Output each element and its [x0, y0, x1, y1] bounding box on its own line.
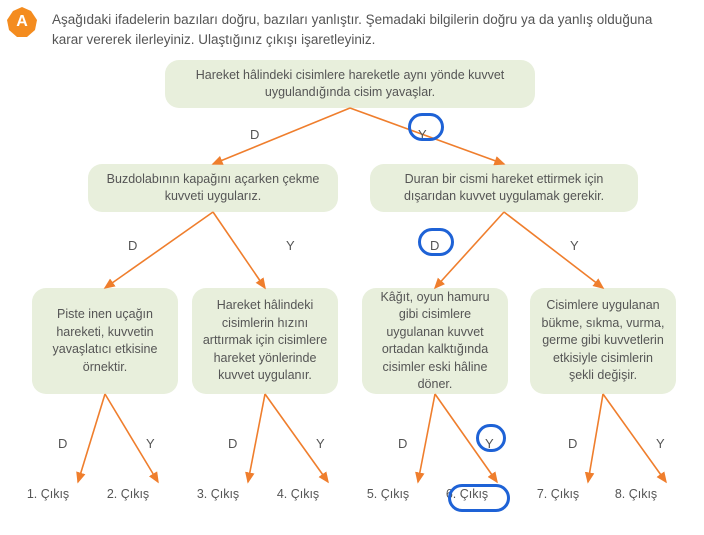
label-l2b-y: Y — [570, 238, 579, 253]
exit-7: 7. Çıkış — [528, 487, 588, 501]
intro-text: Aşağıdaki ifadelerin bazıları doğru, baz… — [52, 10, 684, 51]
label-l3-1-y: Y — [316, 436, 325, 451]
label-l3-0-y: Y — [146, 436, 155, 451]
annotation-3 — [448, 484, 510, 512]
exit-4: 4. Çıkış — [268, 487, 328, 501]
label-l2a-d: D — [128, 238, 137, 253]
badge-letter: A — [16, 13, 28, 31]
node-l3b: Hareket hâlindeki cisimlerin hızını artt… — [192, 288, 338, 394]
label-l1-d: D — [250, 127, 259, 142]
exit-3: 3. Çıkış — [188, 487, 248, 501]
annotation-0 — [408, 113, 444, 141]
exit-2: 2. Çıkış — [98, 487, 158, 501]
label-l3-2-d: D — [398, 436, 407, 451]
exit-5: 5. Çıkış — [358, 487, 418, 501]
node-l3d: Cisimlere uygulanan bükme, sıkma, vurma,… — [530, 288, 676, 394]
exit-8: 8. Çıkış — [606, 487, 666, 501]
label-l3-3-d: D — [568, 436, 577, 451]
node-l2b: Duran bir cismi hareket ettirmek için dı… — [370, 164, 638, 212]
node-l3a: Piste inen uçağın hareketi, kuvvetin yav… — [32, 288, 178, 394]
node-l2a: Buzdolabının kapağını açarken çekme kuvv… — [88, 164, 338, 212]
label-l2a-y: Y — [286, 238, 295, 253]
node-root: Hareket hâlindeki cisimlere hareketle ay… — [165, 60, 535, 108]
exit-1: 1. Çıkış — [18, 487, 78, 501]
annotation-2 — [476, 424, 506, 452]
label-l3-3-y: Y — [656, 436, 665, 451]
label-l3-1-d: D — [228, 436, 237, 451]
annotation-1 — [418, 228, 454, 256]
section-badge: A — [6, 6, 38, 38]
label-l3-0-d: D — [58, 436, 67, 451]
node-l3c: Kâğıt, oyun hamuru gibi cisimlere uygula… — [362, 288, 508, 394]
